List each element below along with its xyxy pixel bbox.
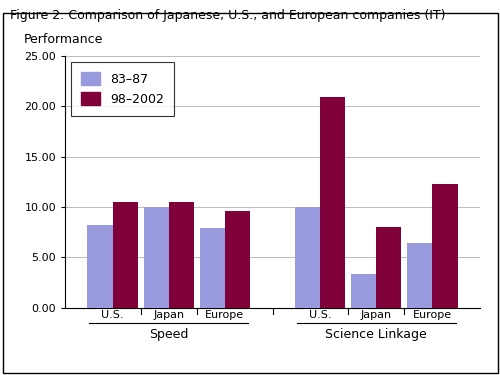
Bar	[351, 274, 376, 308]
Bar	[320, 98, 345, 308]
Text: Figure 2: Comparison of Japanese, U.S., and European companies (IT): Figure 2: Comparison of Japanese, U.S., …	[10, 9, 446, 22]
Bar	[295, 207, 320, 308]
Text: Performance: Performance	[24, 33, 103, 46]
Bar	[376, 227, 402, 308]
Text: Science Linkage: Science Linkage	[326, 328, 427, 340]
Bar	[200, 228, 224, 308]
Bar	[224, 211, 250, 308]
Bar	[144, 207, 169, 308]
Bar	[88, 225, 112, 308]
Bar	[432, 184, 458, 308]
Bar	[407, 243, 432, 308]
Text: Speed: Speed	[149, 328, 188, 340]
Bar	[168, 202, 194, 308]
Bar	[112, 202, 138, 308]
Legend: 83–87, 98–2002: 83–87, 98–2002	[72, 63, 174, 116]
